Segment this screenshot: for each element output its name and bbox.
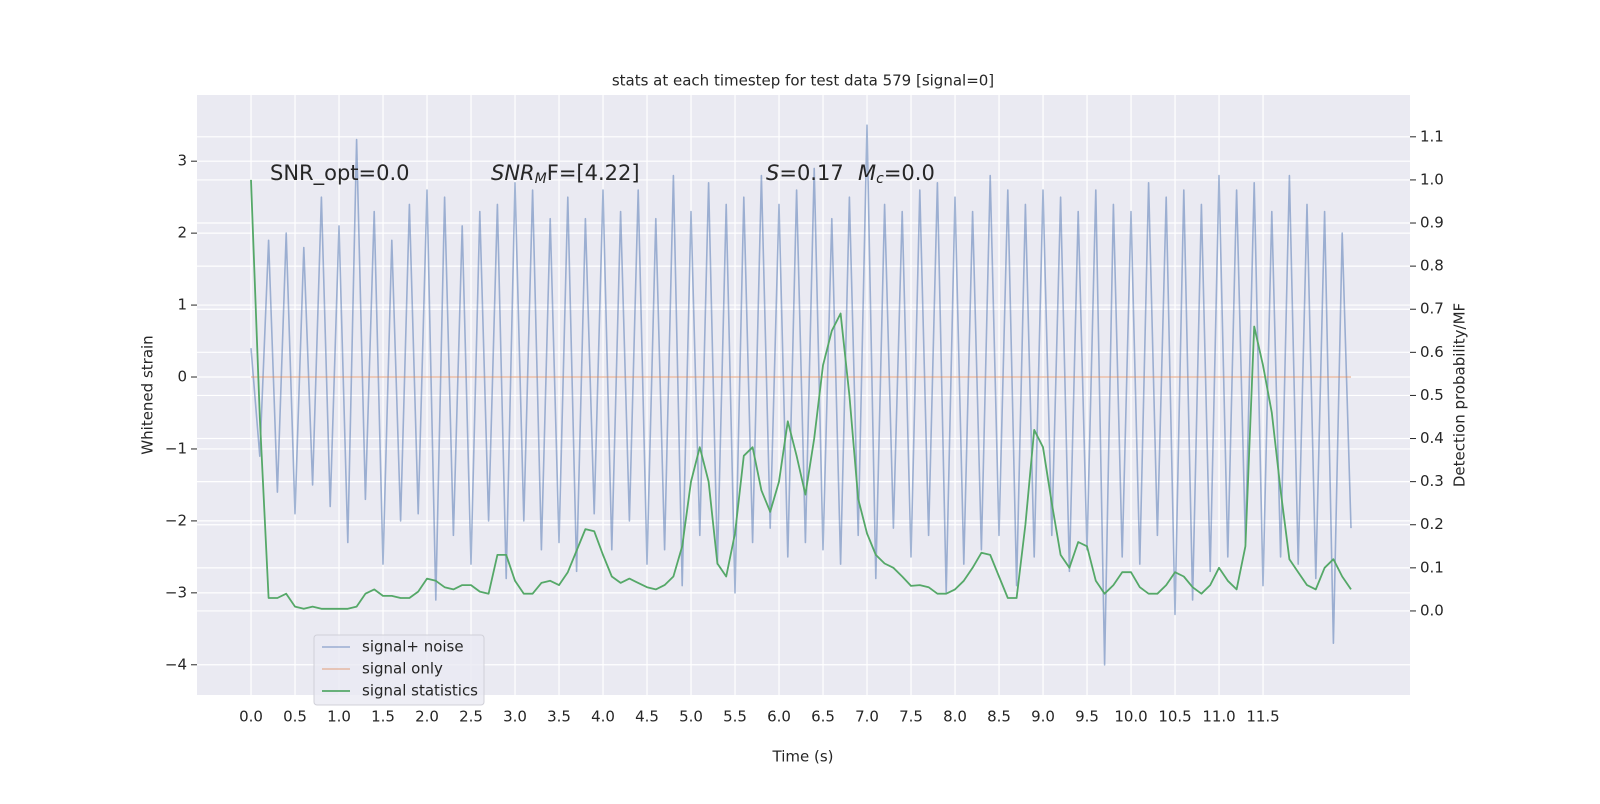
annotation-text: SNR_opt=0.0 xyxy=(270,161,410,186)
x-tick-label: 2.0 xyxy=(415,708,439,726)
x-tick-label: 11.5 xyxy=(1246,708,1279,726)
x-tick-label: 10.0 xyxy=(1114,708,1147,726)
y-tick-label: 0 xyxy=(177,368,187,386)
legend-label: signal only xyxy=(362,660,443,678)
x-tick-label: 5.0 xyxy=(679,708,703,726)
x-tick-label: 11.0 xyxy=(1202,708,1235,726)
y-tick-label: 2 xyxy=(177,224,187,242)
y-axis-label: Whitened strain xyxy=(139,335,157,454)
x-tick-label: 7.5 xyxy=(899,708,923,726)
x-tick-label: 8.0 xyxy=(943,708,967,726)
annotation: Mc=0.0 xyxy=(858,161,935,187)
legend-label: signal statistics xyxy=(362,682,478,700)
x-tick-label: 5.5 xyxy=(723,708,747,726)
annotation-symbol: M xyxy=(858,161,876,185)
x-tick-label: 1.0 xyxy=(327,708,351,726)
y-tick-label: −1 xyxy=(165,439,187,457)
x-tick-label: 4.0 xyxy=(591,708,615,726)
series-line xyxy=(250,179,1352,610)
y-tick-label: 1 xyxy=(177,296,187,314)
x-tick-label: 3.5 xyxy=(547,708,571,726)
annotation: SNRMF=[4.22] xyxy=(491,161,640,187)
legend: signal+ noise signal only signal statistic… xyxy=(313,634,485,706)
annotation-subscript: M xyxy=(535,171,547,187)
x-tick-label: 0.5 xyxy=(283,708,307,726)
annotation-subscript: c xyxy=(876,171,884,187)
x-tick-label: 7.0 xyxy=(855,708,879,726)
annotation-text: =0.17 xyxy=(779,161,843,185)
x-tick-label: 4.5 xyxy=(635,708,659,726)
annotation-text: F=[4.22] xyxy=(547,161,640,185)
y2-tick-label: 1.0 xyxy=(1420,170,1444,188)
y2-tick-label: 0.5 xyxy=(1420,386,1444,404)
y2-tick-label: 0.2 xyxy=(1420,515,1444,533)
legend-label: signal+ noise xyxy=(362,638,464,656)
y2-axis-label: Detection probability/MF xyxy=(1451,303,1469,487)
y2-tick-label: 0.8 xyxy=(1420,257,1444,275)
annotation-symbol: S xyxy=(766,161,779,185)
x-tick-label: 8.5 xyxy=(987,708,1011,726)
y2-tick-label: 0.1 xyxy=(1420,558,1444,576)
y2-tick-label: 0.6 xyxy=(1420,343,1444,361)
y2-tick-label: 0.9 xyxy=(1420,214,1444,232)
series-line xyxy=(250,124,1352,666)
annotation-text: =0.0 xyxy=(884,161,935,185)
y2-tick-label: 0.3 xyxy=(1420,472,1444,490)
y-tick-label: −3 xyxy=(165,583,187,601)
x-tick-label: 1.5 xyxy=(371,708,395,726)
y2-tick-label: 0.7 xyxy=(1420,300,1444,318)
y2-tick-label: 1.1 xyxy=(1420,127,1444,145)
annotation: SNR_opt=0.0 xyxy=(270,161,410,186)
legend-box xyxy=(313,634,485,706)
x-tick-label: 10.5 xyxy=(1158,708,1191,726)
x-tick-label: 9.0 xyxy=(1031,708,1055,726)
x-tick-label: 9.5 xyxy=(1075,708,1099,726)
y-tick-label: −4 xyxy=(165,655,187,673)
y2-tick-label: 0.0 xyxy=(1420,601,1444,619)
y-tick-label: −2 xyxy=(165,511,187,529)
x-tick-label: 0.0 xyxy=(239,708,263,726)
y-tick-label: 3 xyxy=(177,152,187,170)
x-tick-label: 3.0 xyxy=(503,708,527,726)
y2-tick-label: 0.4 xyxy=(1420,429,1444,447)
x-tick-label: 2.5 xyxy=(459,708,483,726)
annotation-symbol: SNR xyxy=(491,161,535,185)
annotations: SNR_opt=0.0 SNRMF=[4.22] S=0.17 Mc=0.0 xyxy=(270,161,935,187)
x-axis-label: Time (s) xyxy=(772,748,834,766)
x-tick-label: 6.0 xyxy=(767,708,791,726)
lines xyxy=(250,124,1352,666)
chart-title: stats at each timestep for test data 579… xyxy=(612,72,994,90)
annotation: S=0.17 xyxy=(766,161,844,185)
x-tick-label: 6.5 xyxy=(811,708,835,726)
